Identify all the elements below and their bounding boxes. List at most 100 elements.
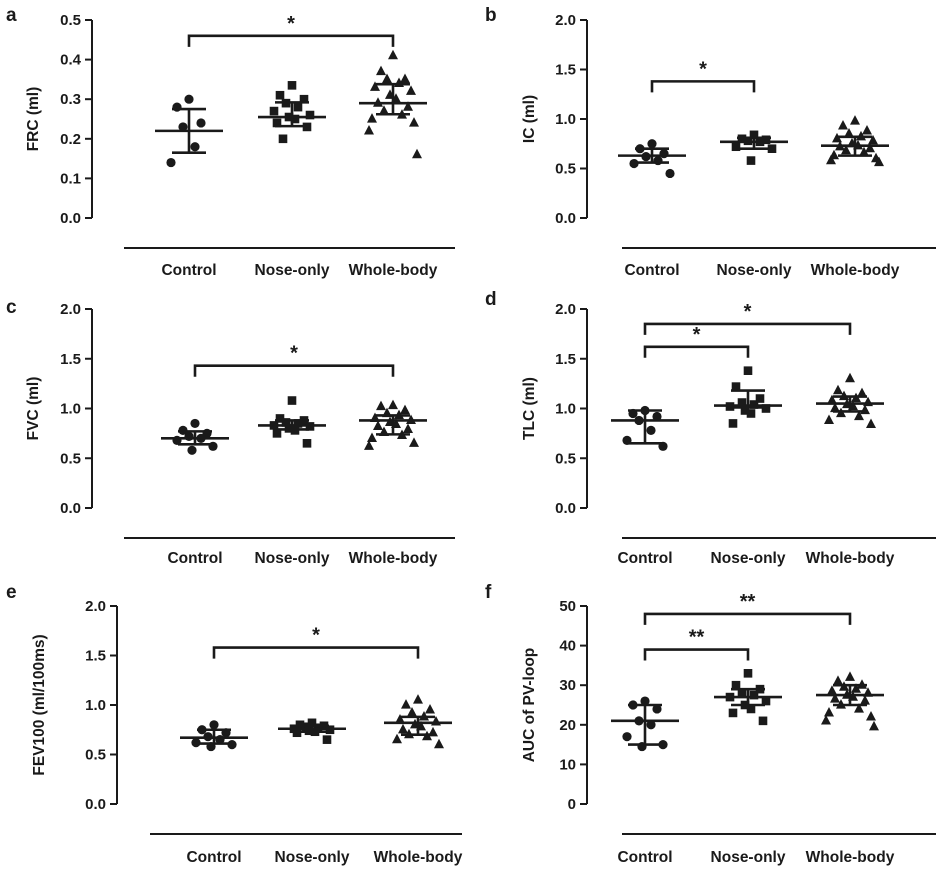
y-tick-label: 2.0 bbox=[85, 598, 106, 615]
series-control bbox=[180, 720, 248, 752]
data-point bbox=[832, 132, 842, 143]
data-point bbox=[746, 409, 756, 418]
x-category-label: Whole-body bbox=[811, 262, 900, 279]
data-point bbox=[737, 688, 747, 698]
data-point bbox=[388, 399, 398, 410]
panel-d: d 0.0 0.5 1.0 1.5 2.0 TLC (ml) Control Nose-only… bbox=[485, 289, 936, 567]
data-point bbox=[869, 720, 879, 731]
data-point bbox=[857, 387, 867, 398]
significance-label: * bbox=[312, 625, 320, 647]
series-whole-body bbox=[359, 49, 427, 159]
significance-bracket bbox=[643, 345, 750, 358]
y-tick-label: 1.5 bbox=[85, 648, 106, 665]
y-tick-label: 0.2 bbox=[60, 131, 81, 148]
y-tick-label: 20 bbox=[559, 717, 576, 734]
y-axis-title: FVC (ml) bbox=[25, 377, 42, 441]
y-tick-label: 1.0 bbox=[60, 401, 81, 418]
x-category-label: Whole-body bbox=[806, 849, 895, 866]
series-nose-only bbox=[258, 396, 326, 448]
data-point bbox=[845, 671, 855, 681]
series-nose-only bbox=[714, 366, 782, 428]
data-point bbox=[400, 404, 410, 415]
data-point bbox=[746, 704, 756, 714]
y-tick-label: 1.0 bbox=[555, 111, 576, 128]
panel-a: a 0.0 0.1 0.2 0.3 0.4 0.5 FRC (ml) Control Nose-o… bbox=[6, 5, 455, 279]
panel-e: e 0.0 0.5 1.0 1.5 2.0 FEV100 (ml/100ms) Control… bbox=[6, 582, 463, 866]
significance-label: * bbox=[699, 58, 707, 80]
data-point bbox=[370, 81, 380, 91]
y-tick-label: 0.5 bbox=[60, 450, 81, 467]
y-axis-title: AUC of PV-loop bbox=[521, 648, 538, 763]
y-tick-label: 1.0 bbox=[555, 401, 576, 418]
panel-f: f 0 10 20 30 40 50 AUC of PV-loop Control Nose-on… bbox=[485, 582, 936, 866]
data-point bbox=[395, 713, 405, 724]
data-point bbox=[302, 439, 312, 448]
data-point bbox=[269, 106, 279, 116]
y-tick-label: 2.0 bbox=[555, 301, 576, 318]
data-point bbox=[646, 425, 656, 435]
data-point bbox=[862, 124, 872, 135]
data-point bbox=[409, 117, 419, 127]
series-whole-body bbox=[821, 115, 889, 167]
data-point bbox=[629, 158, 639, 169]
data-point bbox=[865, 142, 875, 153]
data-point bbox=[749, 690, 759, 700]
data-point bbox=[275, 414, 285, 423]
data-point bbox=[824, 414, 834, 425]
series-nose-only bbox=[720, 130, 788, 165]
y-tick-label: 0 bbox=[568, 796, 576, 813]
y-axis-title: IC (ml) bbox=[521, 95, 538, 143]
series-nose-only bbox=[714, 669, 782, 726]
series-whole-body bbox=[816, 372, 884, 429]
series-whole-body bbox=[816, 671, 884, 731]
y-axis-title: FEV100 (ml/100ms) bbox=[31, 634, 48, 775]
data-point bbox=[388, 49, 398, 60]
y-tick-label: 0.4 bbox=[60, 52, 82, 69]
data-point bbox=[731, 142, 741, 152]
data-point bbox=[622, 732, 632, 742]
panel-letter: f bbox=[485, 582, 492, 603]
y-tick-label: 0.0 bbox=[555, 210, 576, 227]
data-point bbox=[746, 156, 756, 165]
data-point bbox=[373, 420, 383, 431]
data-point bbox=[755, 394, 765, 403]
data-point bbox=[290, 114, 300, 124]
data-point bbox=[209, 720, 219, 730]
significance-label: * bbox=[693, 324, 701, 346]
data-point bbox=[866, 710, 876, 721]
data-point bbox=[854, 410, 864, 421]
y-tick-label: 0.3 bbox=[60, 91, 81, 108]
data-point bbox=[392, 733, 402, 744]
y-tick-label: 0.5 bbox=[85, 747, 106, 764]
x-category-label: Control bbox=[617, 550, 672, 567]
data-point bbox=[275, 90, 285, 100]
data-point bbox=[728, 419, 738, 428]
data-point bbox=[758, 716, 768, 726]
y-tick-label: 0.5 bbox=[60, 12, 81, 29]
data-point bbox=[407, 707, 417, 717]
x-category-label: Control bbox=[186, 849, 241, 866]
data-point bbox=[850, 115, 860, 125]
panel-letter: b bbox=[485, 5, 497, 26]
data-point bbox=[826, 154, 836, 165]
y-tick-label: 1.5 bbox=[555, 351, 576, 368]
panel-b: b 0.0 0.5 1.0 1.5 2.0 IC (ml) Control Nose-only W… bbox=[485, 5, 936, 279]
data-point bbox=[400, 73, 410, 84]
significance-bracket bbox=[212, 646, 420, 659]
significance-bracket bbox=[187, 34, 395, 47]
significance-label: * bbox=[287, 13, 295, 35]
data-point bbox=[860, 695, 870, 705]
data-point bbox=[827, 394, 837, 405]
data-point bbox=[299, 94, 309, 104]
y-tick-label: 50 bbox=[559, 598, 576, 615]
panel-c: c 0.0 0.5 1.0 1.5 2.0 FVC (ml) Control Nose-only… bbox=[6, 297, 455, 567]
data-point bbox=[658, 740, 668, 750]
significance-bracket bbox=[193, 364, 395, 377]
data-point bbox=[227, 740, 237, 750]
x-category-label: Control bbox=[617, 849, 672, 866]
data-point bbox=[833, 384, 843, 395]
data-point bbox=[761, 696, 771, 706]
data-point bbox=[287, 396, 297, 405]
x-category-label: Whole-body bbox=[349, 262, 438, 279]
